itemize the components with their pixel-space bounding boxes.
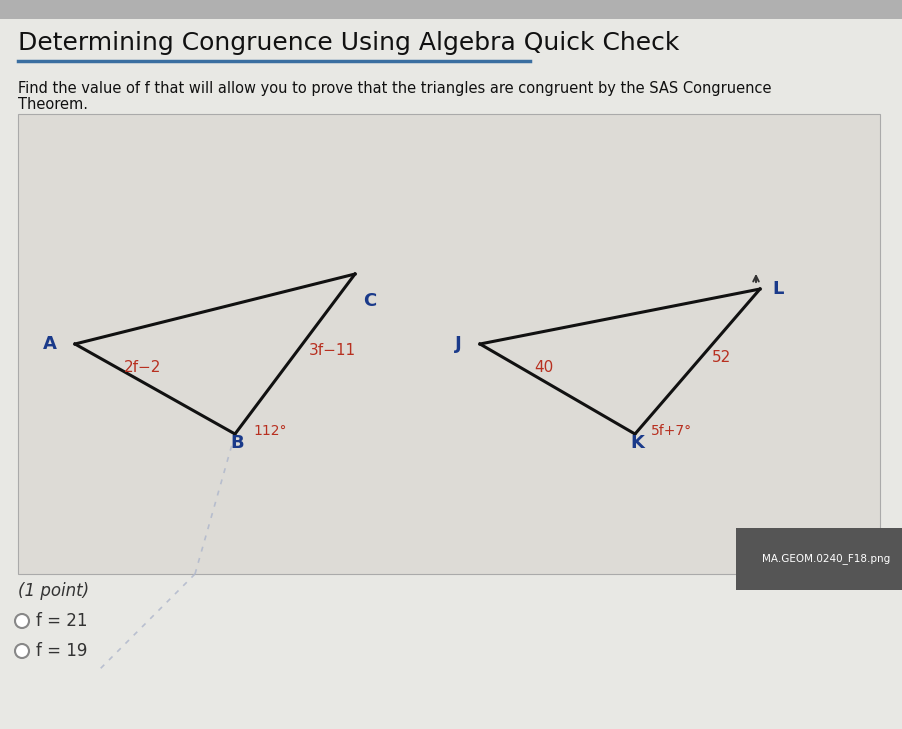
Text: (1 point): (1 point) — [18, 582, 89, 600]
Text: C: C — [363, 292, 376, 310]
Text: 3f−11: 3f−11 — [308, 343, 355, 357]
Text: f = 19: f = 19 — [36, 642, 87, 660]
Text: L: L — [771, 280, 783, 298]
Text: 40: 40 — [533, 360, 553, 375]
Text: K: K — [630, 434, 643, 452]
FancyBboxPatch shape — [0, 0, 902, 19]
Text: 5f+7°: 5f+7° — [650, 424, 691, 438]
FancyBboxPatch shape — [18, 114, 879, 574]
Circle shape — [15, 614, 29, 628]
Text: f = 21: f = 21 — [36, 612, 87, 630]
Text: 112°: 112° — [253, 424, 286, 438]
Circle shape — [15, 644, 29, 658]
Text: J: J — [455, 335, 462, 353]
Text: A: A — [43, 335, 57, 353]
Text: Find the value of f that will allow you to prove that the triangles are congruen: Find the value of f that will allow you … — [18, 81, 770, 96]
Text: MA.GEOM.0240_F18.png: MA.GEOM.0240_F18.png — [761, 553, 889, 564]
Text: 2f−2: 2f−2 — [124, 360, 161, 375]
Text: 52: 52 — [711, 350, 730, 365]
Text: Determining Congruence Using Algebra Quick Check: Determining Congruence Using Algebra Qui… — [18, 31, 678, 55]
Text: Theorem.: Theorem. — [18, 97, 87, 112]
Text: B: B — [230, 434, 244, 452]
